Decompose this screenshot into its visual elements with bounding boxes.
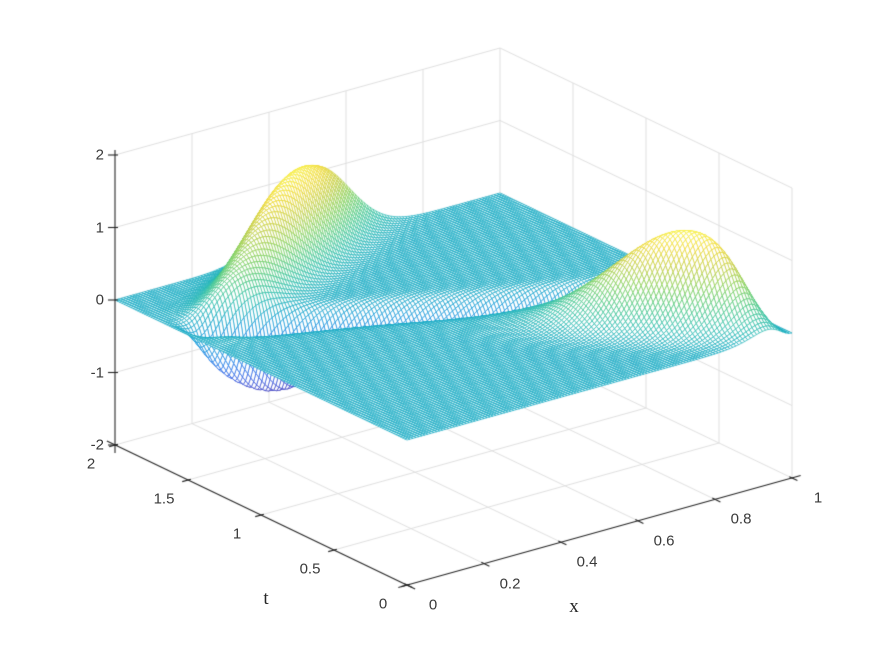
z-tick-label: -2 [90,436,104,454]
x-tick-label: 1 [813,489,823,507]
z-tick-label: -1 [90,364,104,381]
x-tick-label: 0.2 [499,575,521,593]
t-tick-label: 1.5 [153,490,175,508]
x-tick-label: 0.4 [576,553,598,571]
t-tick-label: 0 [378,595,388,613]
z-tick-label: 2 [95,146,104,164]
z-tick-label: 0 [95,291,104,309]
x-tick-label: 0.8 [730,510,752,528]
x-tick-label: 0.6 [653,532,675,550]
t-tick-label: 1 [232,525,242,543]
t-tick-label: 0.5 [299,560,321,578]
x-axis-label: x [569,596,579,617]
z-tick-label: 1 [95,219,104,236]
x-tick-label: 0 [428,596,438,614]
t-axis-label: t [263,588,269,609]
t-tick-label: 2 [86,455,96,473]
